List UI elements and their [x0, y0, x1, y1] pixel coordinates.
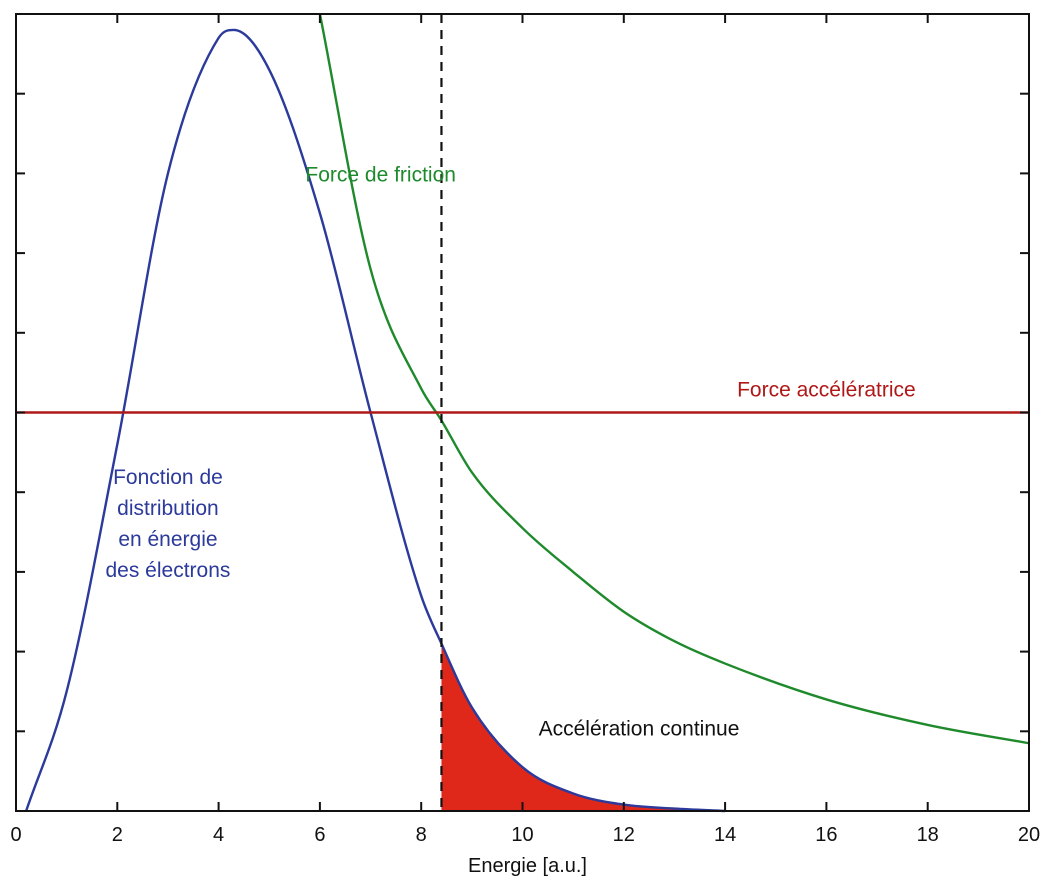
x-tick-label: 10 — [511, 824, 533, 846]
annotation-line: des électrons — [105, 559, 230, 582]
x-tick-label: 20 — [1018, 824, 1040, 846]
annotation-acceleration-force: Force accélératrice — [737, 379, 916, 402]
shaded-region-acceleration-continue — [441, 643, 726, 811]
annotation-line: distribution — [117, 497, 219, 520]
x-tick-label: 16 — [815, 824, 837, 846]
x-tick-label: 4 — [213, 824, 224, 846]
x-tick-label: 12 — [613, 824, 635, 846]
x-axis-label: Energie [a.u.] — [468, 855, 587, 877]
annotation-line: Accélération continue — [539, 717, 740, 740]
x-tick-label: 0 — [10, 824, 21, 846]
annotation-continuous-acceleration: Accélération continue — [539, 717, 740, 740]
annotation-line: en énergie — [118, 528, 217, 551]
x-tick-label: 14 — [714, 824, 736, 846]
distribution-curve — [24, 28, 726, 813]
annotation-friction: Force de friction — [305, 163, 456, 186]
annotation-line: Force accélératrice — [737, 379, 916, 402]
x-tick-label: 18 — [917, 824, 939, 846]
annotation-distribution: Fonction de distribution en énergie des éle… — [105, 466, 230, 582]
annotation-line: Fonction de — [113, 466, 223, 489]
annotation-line: Force de friction — [305, 163, 456, 186]
x-tick-label: 6 — [314, 824, 325, 846]
x-tick-label: 2 — [112, 824, 123, 846]
x-tick-label: 8 — [416, 824, 427, 846]
friction-force-curve — [318, 13, 1030, 745]
plot-area: 0 2 4 6 8 10 12 14 16 18 20 Fonction de distribution… — [10, 13, 1040, 846]
